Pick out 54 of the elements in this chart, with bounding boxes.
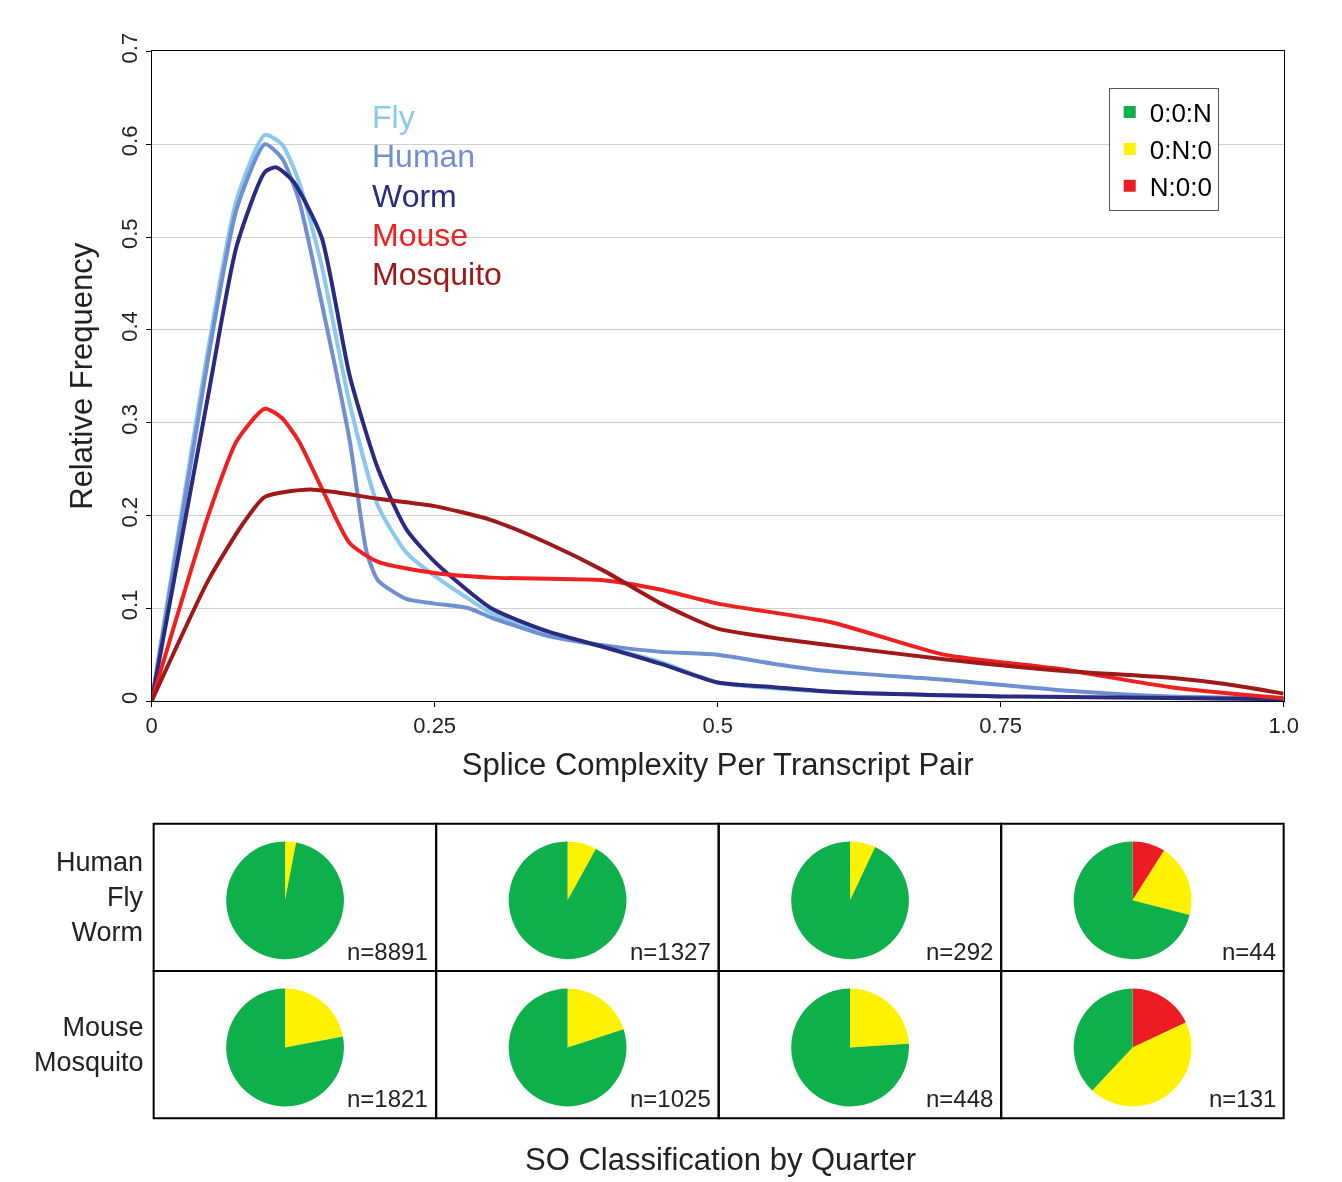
pie-slice bbox=[285, 988, 343, 1048]
pie-slice bbox=[1132, 841, 1165, 901]
text: Human Fly Worm bbox=[56, 847, 144, 948]
text: n=1327 bbox=[630, 938, 711, 965]
text: n=1025 bbox=[630, 1085, 711, 1112]
pie-slice bbox=[567, 988, 624, 1048]
y-tick-label: 0.4 bbox=[116, 311, 142, 342]
text: n=448 bbox=[926, 1085, 994, 1112]
line-series bbox=[151, 487, 1284, 702]
text: Mouse bbox=[372, 217, 469, 253]
legend-label: N:0:0 bbox=[1149, 171, 1212, 202]
x-tick-label: 0.5 bbox=[702, 713, 733, 739]
pie-slice bbox=[226, 841, 344, 960]
text: n=1821 bbox=[347, 1085, 428, 1112]
text: n=8891 bbox=[347, 938, 428, 965]
pie-slice bbox=[1132, 850, 1192, 915]
line-series bbox=[151, 406, 1284, 702]
pie-slice bbox=[791, 841, 909, 960]
x-tick-label: 1.0 bbox=[1268, 713, 1299, 739]
text: Human bbox=[372, 138, 476, 174]
pie-slice bbox=[1073, 988, 1133, 1091]
pie-slice bbox=[508, 841, 627, 960]
x-tick-label: 0.75 bbox=[979, 713, 1023, 739]
y-tick-label: 0.5 bbox=[116, 218, 142, 249]
text: n=292 bbox=[926, 938, 994, 965]
pie-slice bbox=[850, 988, 909, 1048]
y-tick-label: 0.3 bbox=[116, 404, 142, 435]
pie-slice bbox=[285, 841, 297, 901]
y-tick-label: 0.2 bbox=[116, 496, 142, 528]
pie-slice bbox=[508, 988, 627, 1107]
pie-slice bbox=[791, 988, 909, 1107]
pie-slice bbox=[1073, 841, 1190, 960]
text: Mouse Mosquito bbox=[34, 1012, 144, 1078]
legend-label: 0:0:N bbox=[1149, 98, 1212, 129]
y-tick-label: 0.1 bbox=[116, 589, 142, 621]
x-axis-title: Splice Complexity Per Transcript Pair bbox=[461, 746, 974, 782]
y-axis-title: Relative Frequency bbox=[63, 242, 99, 510]
y-tick-label: 0.7 bbox=[116, 32, 142, 64]
text: SO Classification by Quarter bbox=[525, 1142, 917, 1177]
pie-slice bbox=[1132, 988, 1186, 1048]
pie-slice bbox=[1092, 1022, 1192, 1107]
pie-slice bbox=[226, 988, 344, 1107]
text: n=131 bbox=[1209, 1085, 1277, 1112]
pie-slice bbox=[567, 841, 596, 901]
legend-label: 0:N:0 bbox=[1149, 135, 1212, 166]
series-label: Worm bbox=[372, 178, 457, 214]
x-tick-label: 0 bbox=[145, 713, 158, 739]
text: n=44 bbox=[1222, 938, 1277, 965]
x-tick-label: 0.25 bbox=[413, 713, 457, 739]
y-tick-label: 0.6 bbox=[116, 125, 142, 157]
text: Fly bbox=[372, 99, 415, 135]
pie-slice bbox=[850, 841, 876, 901]
text: Mosquito bbox=[372, 256, 502, 292]
y-tick-label: 0 bbox=[116, 691, 142, 704]
